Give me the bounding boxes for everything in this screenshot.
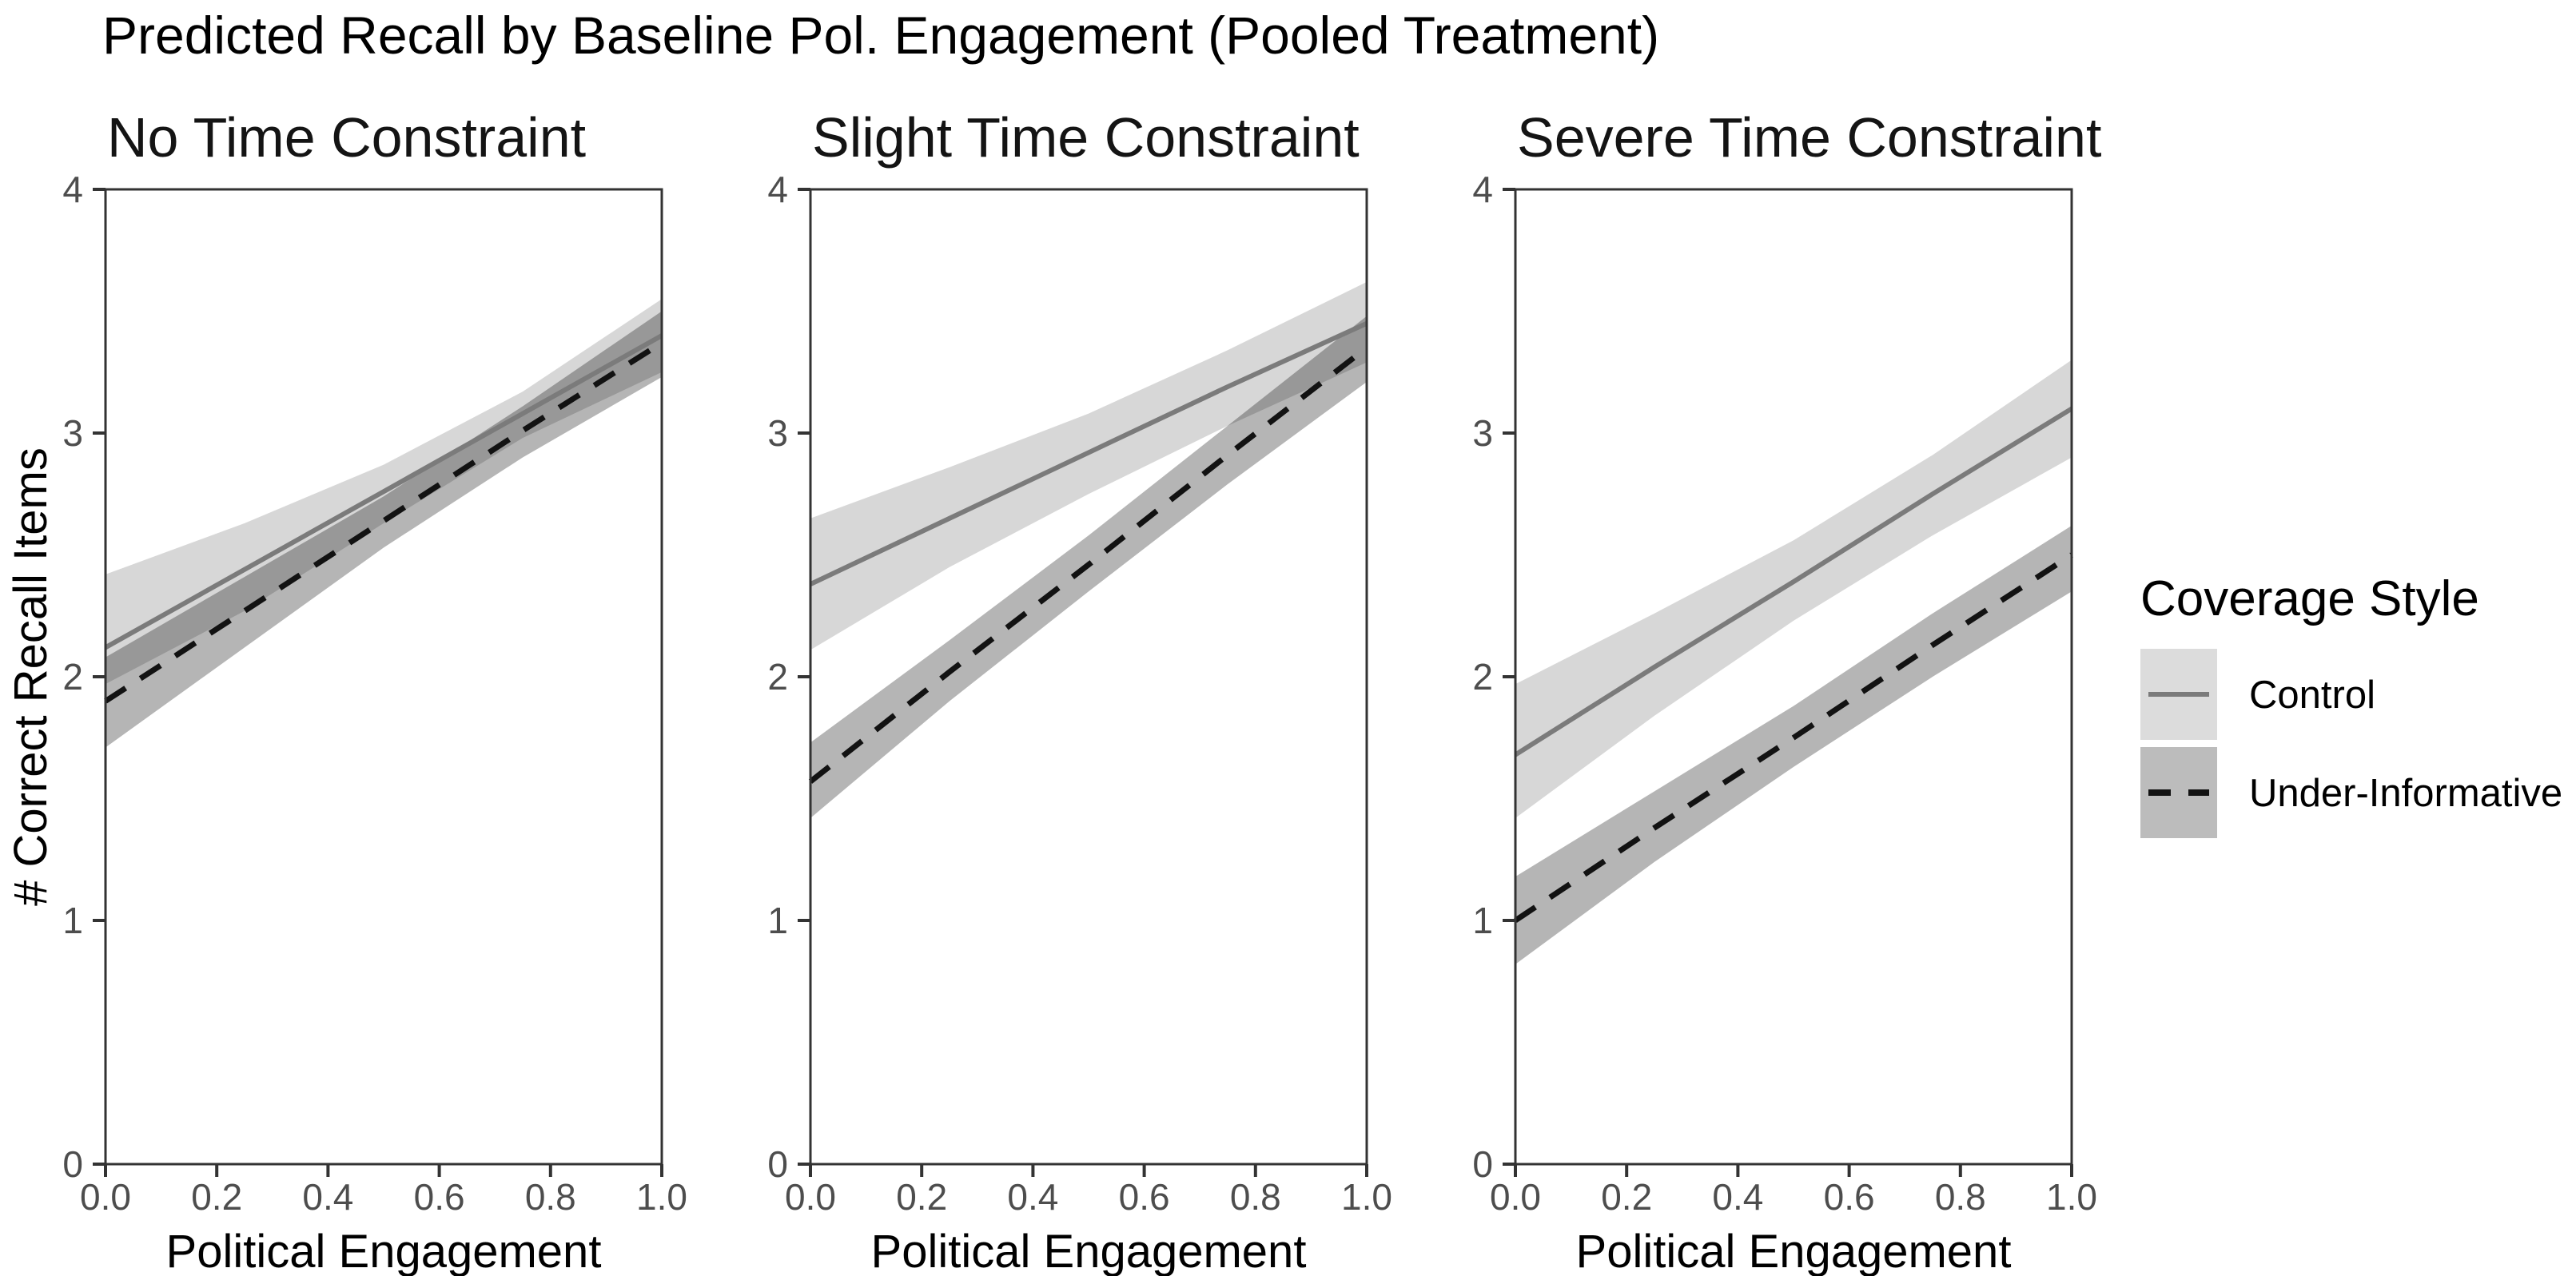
- facet-title-no-time-constraint: No Time Constraint: [107, 106, 586, 169]
- x-axis-title: Political Engagement: [871, 1226, 1307, 1276]
- y-tick-label: 0: [1472, 1143, 1493, 1185]
- y-tick-label: 2: [1472, 656, 1493, 698]
- x-axis-title: Political Engagement: [166, 1226, 602, 1276]
- panel-severe-time-constraint-ribbon-under-informative: [1515, 525, 2072, 964]
- y-tick-label: 0: [62, 1143, 83, 1185]
- facet-title-slight-time-constraint: Slight Time Constraint: [812, 106, 1360, 169]
- x-tick-label: 0.2: [191, 1176, 242, 1218]
- y-tick-label: 1: [62, 900, 83, 941]
- y-tick-label: 1: [1472, 900, 1493, 941]
- y-tick-label: 4: [62, 169, 83, 210]
- panel-slight-time-constraint-line-control: [809, 321, 1368, 586]
- panel-no-time-constraint-line-under-informative: [104, 340, 663, 704]
- panel-severe-time-constraint-line-control: [1514, 406, 2073, 757]
- panel-slight-time-constraint-ribbon-control: [810, 281, 1367, 650]
- panel-slight-time-constraint-line-under-informative: [808, 345, 1369, 784]
- y-tick-label: 3: [767, 412, 788, 454]
- x-tick-label: 0.4: [1712, 1176, 1763, 1218]
- plot-title: Predicted Recall by Baseline Pol. Engage…: [102, 6, 1660, 65]
- x-tick-label: 0.2: [896, 1176, 947, 1218]
- panel-severe-time-constraint-ribbon-control: [1515, 360, 2072, 818]
- x-tick-label: 0.0: [785, 1176, 836, 1218]
- panel-severe-time-constraint-line-under-informative: [1514, 552, 2073, 923]
- x-tick-label: 0.0: [80, 1176, 131, 1218]
- x-tick-label: 0.4: [1007, 1176, 1058, 1218]
- x-tick-label: 1.0: [636, 1176, 687, 1218]
- y-tick-label: 0: [767, 1143, 788, 1185]
- x-tick-label: 0.8: [525, 1176, 576, 1218]
- y-tick-label: 4: [1472, 169, 1493, 210]
- x-tick-label: 0.0: [1490, 1176, 1541, 1218]
- y-tick-label: 2: [62, 656, 83, 698]
- y-tick-label: 4: [767, 169, 788, 210]
- y-tick-label: 1: [767, 900, 788, 941]
- x-tick-label: 0.6: [1824, 1176, 1875, 1218]
- x-tick-label: 0.8: [1935, 1176, 1986, 1218]
- y-tick-label: 3: [1472, 412, 1493, 454]
- panel-no-time-constraint-ribbon-under-informative: [106, 311, 662, 748]
- x-tick-label: 0.8: [1230, 1176, 1281, 1218]
- legend-label-under-informative: Under-Informative: [2249, 772, 2562, 815]
- y-tick-label: 3: [62, 412, 83, 454]
- x-tick-label: 0.2: [1601, 1176, 1652, 1218]
- panel-no-time-constraint-line-control: [104, 333, 663, 650]
- legend-title: Coverage Style: [2140, 571, 2479, 626]
- x-tick-label: 1.0: [2046, 1176, 2097, 1218]
- x-tick-label: 0.4: [302, 1176, 353, 1218]
- x-tick-label: 1.0: [1341, 1176, 1392, 1218]
- y-axis-title: # Correct Recall Items: [5, 447, 57, 906]
- y-tick-label: 2: [767, 656, 788, 698]
- x-axis-title: Political Engagement: [1576, 1226, 2012, 1276]
- legend-label-control: Control: [2249, 674, 2375, 717]
- facet-title-severe-time-constraint: Severe Time Constraint: [1517, 106, 2101, 169]
- x-tick-label: 0.6: [1119, 1176, 1170, 1218]
- x-tick-label: 0.6: [414, 1176, 465, 1218]
